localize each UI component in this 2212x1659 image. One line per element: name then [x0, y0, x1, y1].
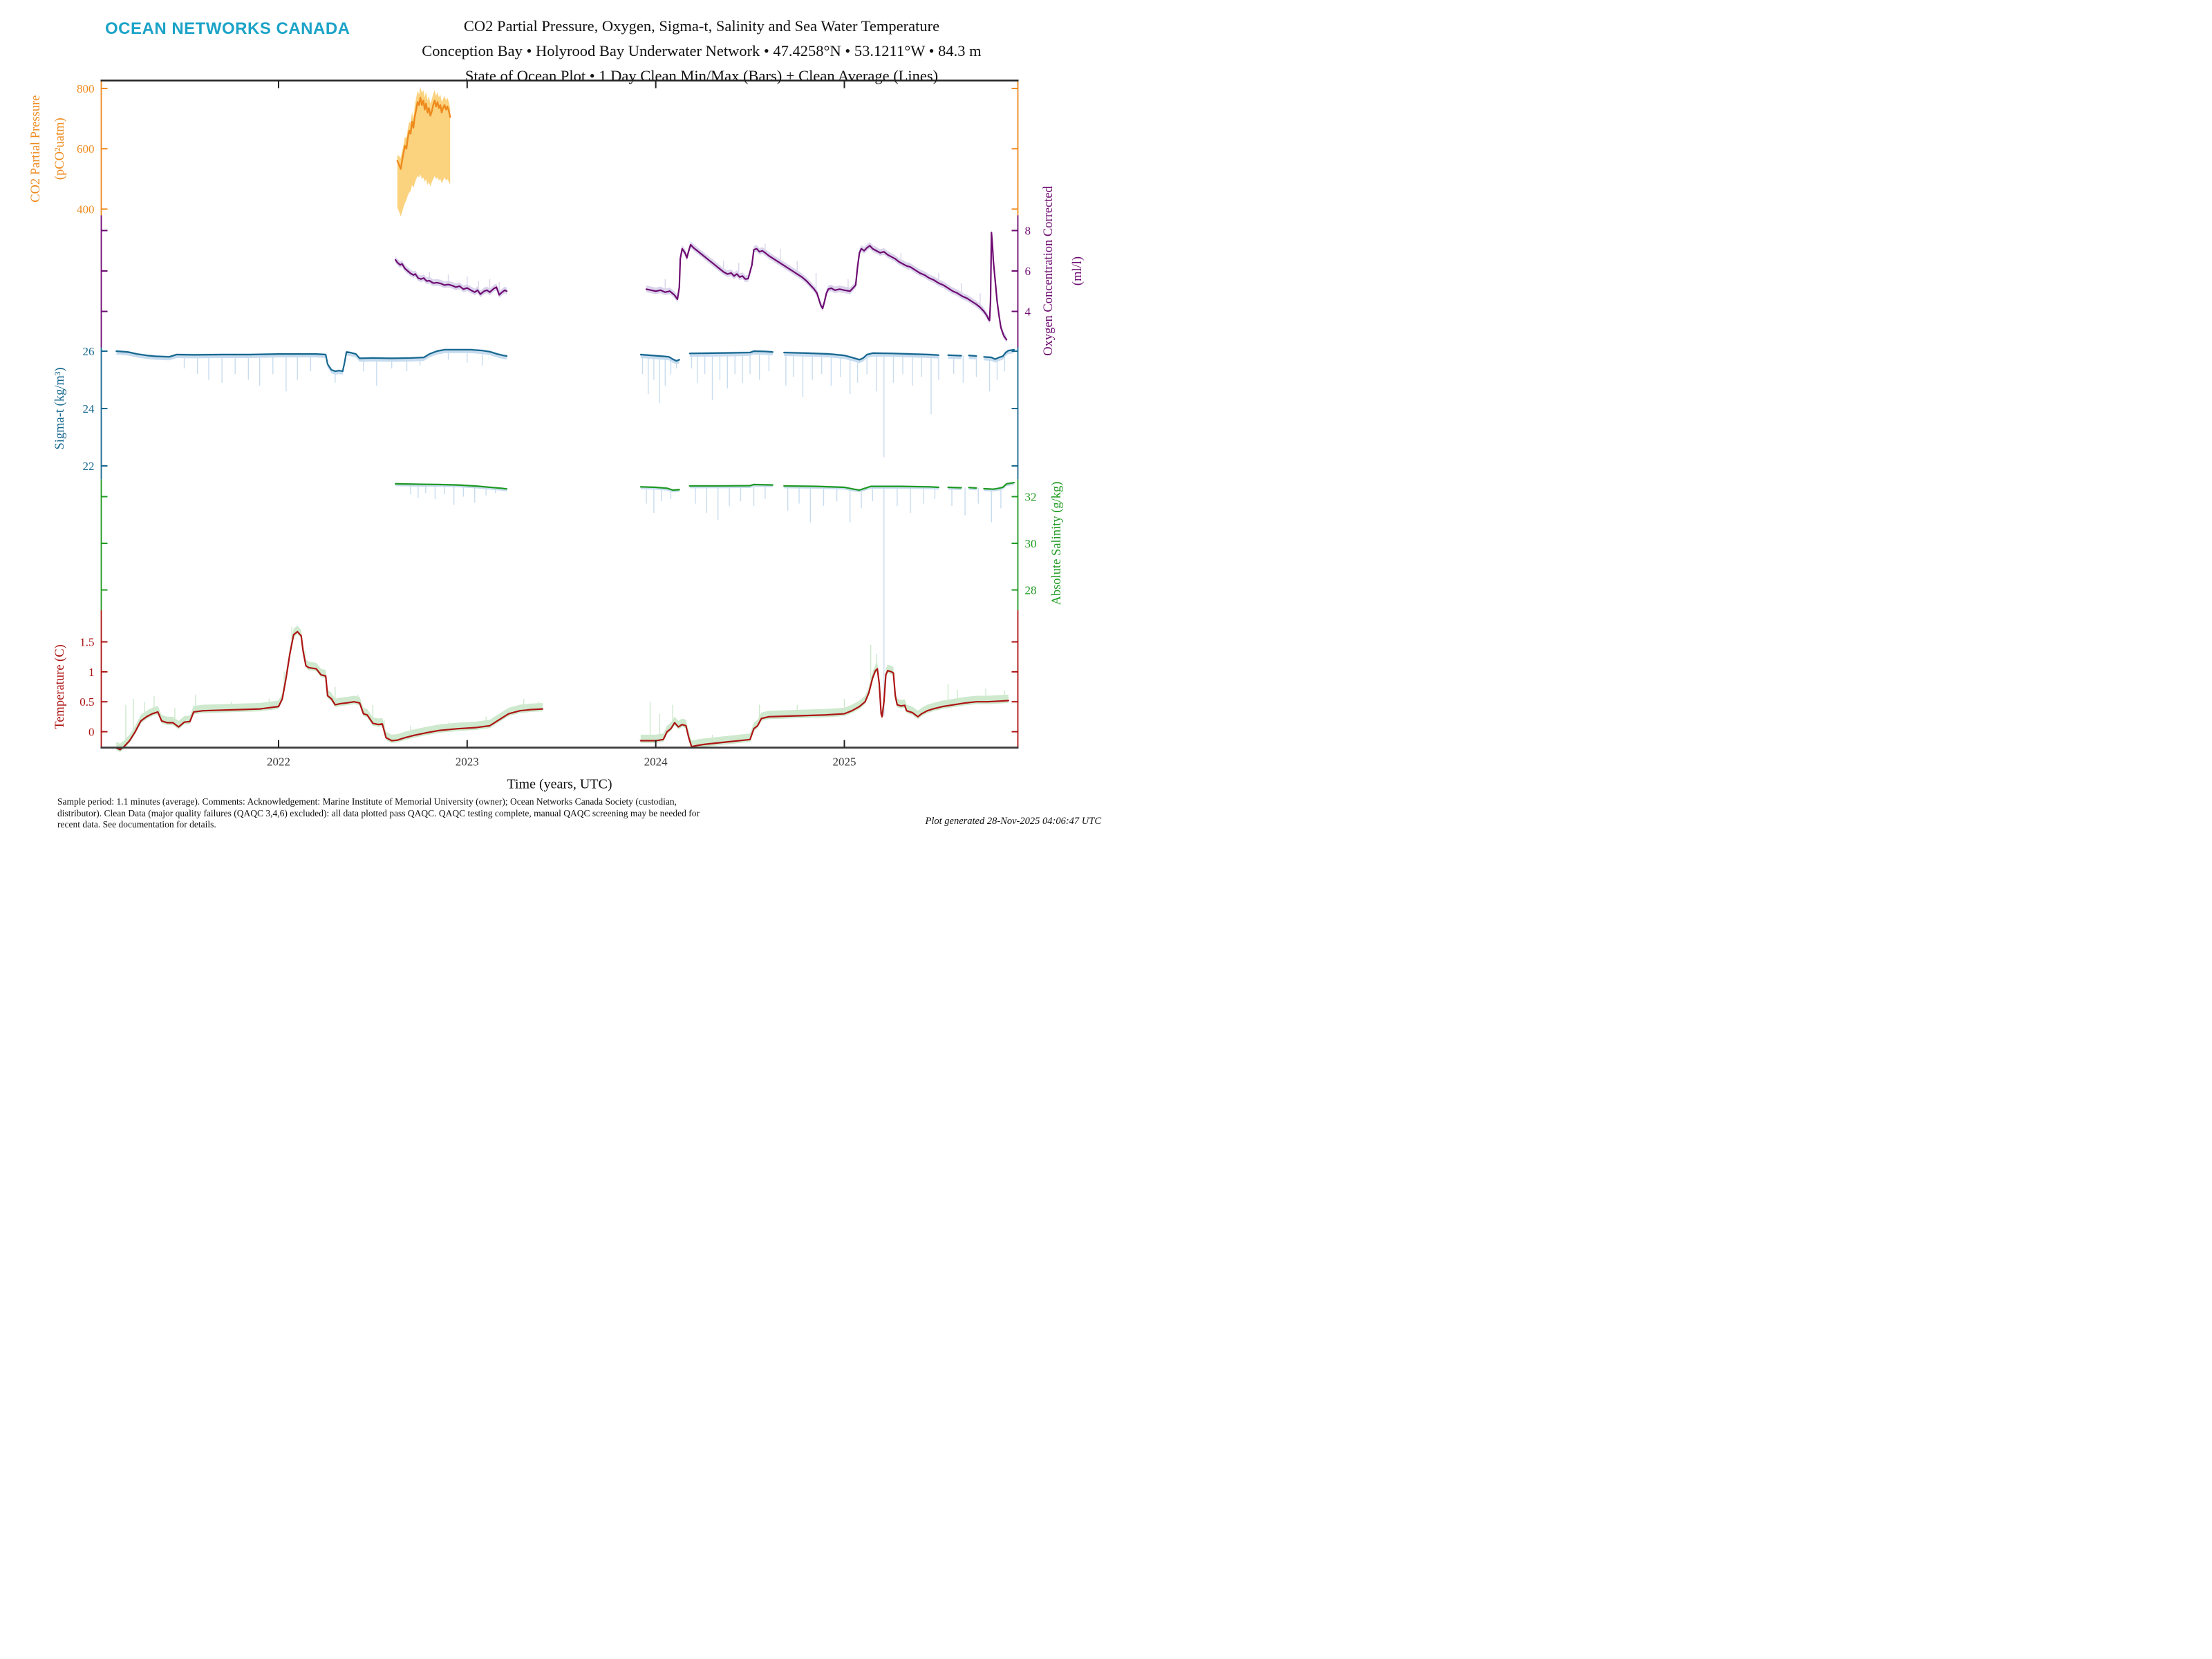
svg-text:(pCO²uatm): (pCO²uatm): [53, 118, 67, 180]
svg-text:32: 32: [1025, 490, 1037, 503]
svg-text:1: 1: [88, 666, 95, 679]
svg-text:1.5: 1.5: [79, 636, 94, 649]
ocean-networks-canada-logo: OCEAN NETWORKS CANADA: [105, 19, 350, 38]
plot-area: 2022 2023 2024 2025 Time (years, UTC) 800 600 4…: [0, 0, 1106, 830]
svg-text:26: 26: [83, 345, 95, 358]
svg-text:6: 6: [1025, 265, 1031, 278]
footer-line-3: recent data. See documentation for detai…: [57, 819, 216, 830]
svg-text:0.5: 0.5: [79, 695, 94, 709]
plot-title-line-2: Conception Bay • Holyrood Bay Underwater…: [422, 42, 982, 59]
ocean-networks-plot-page: OCEAN NETWORKS CANADA CO2 Partial Pressu…: [0, 0, 1106, 830]
plot-title-block: CO2 Partial Pressure, Oxygen, Sigma-t, S…: [297, 14, 1106, 88]
svg-text:800: 800: [77, 82, 95, 95]
svg-text:2022: 2022: [267, 756, 290, 769]
svg-text:28: 28: [1025, 583, 1037, 597]
svg-text:Temperature (C): Temperature (C): [53, 644, 67, 729]
svg-text:24: 24: [83, 402, 95, 415]
svg-text:Sigma-t (kg/m³): Sigma-t (kg/m³): [53, 367, 67, 449]
ocean-plot-svg: 2022 2023 2024 2025 Time (years, UTC) 800 600 4…: [29, 79, 1085, 792]
svg-text:8: 8: [1025, 225, 1031, 238]
generated-timestamp: Plot generated 28-Nov-2025 04:06:47 UTC: [925, 816, 1101, 827]
svg-text:Oxygen Concentration Corrected: Oxygen Concentration Corrected: [1042, 185, 1056, 355]
svg-text:(ml/l): (ml/l): [1071, 256, 1085, 285]
svg-text:4: 4: [1025, 305, 1031, 318]
svg-text:2025: 2025: [832, 756, 856, 769]
footer-comments: Sample period: 1.1 minutes (average). Co…: [57, 796, 700, 830]
footer-line-2: distributor). Clean Data (major quality …: [57, 807, 700, 818]
plot-title-line-3: State of Ocean Plot • 1 Day Clean Min/Ma…: [465, 67, 939, 84]
svg-text:600: 600: [77, 142, 95, 156]
svg-text:2024: 2024: [644, 756, 668, 769]
svg-text:2023: 2023: [456, 756, 479, 769]
svg-text:30: 30: [1025, 537, 1037, 550]
svg-text:22: 22: [83, 460, 95, 473]
svg-text:CO2 Partial Pressure: CO2 Partial Pressure: [29, 95, 43, 203]
svg-text:400: 400: [77, 203, 95, 216]
footer-line-1: Sample period: 1.1 minutes (average). Co…: [57, 796, 677, 807]
svg-text:Absolute Salinity (g/kg): Absolute Salinity (g/kg): [1050, 482, 1064, 606]
plot-title-line-1: CO2 Partial Pressure, Oxygen, Sigma-t, S…: [463, 17, 940, 35]
svg-text:0: 0: [88, 726, 95, 739]
svg-text:Time (years, UTC): Time (years, UTC): [507, 777, 612, 792]
